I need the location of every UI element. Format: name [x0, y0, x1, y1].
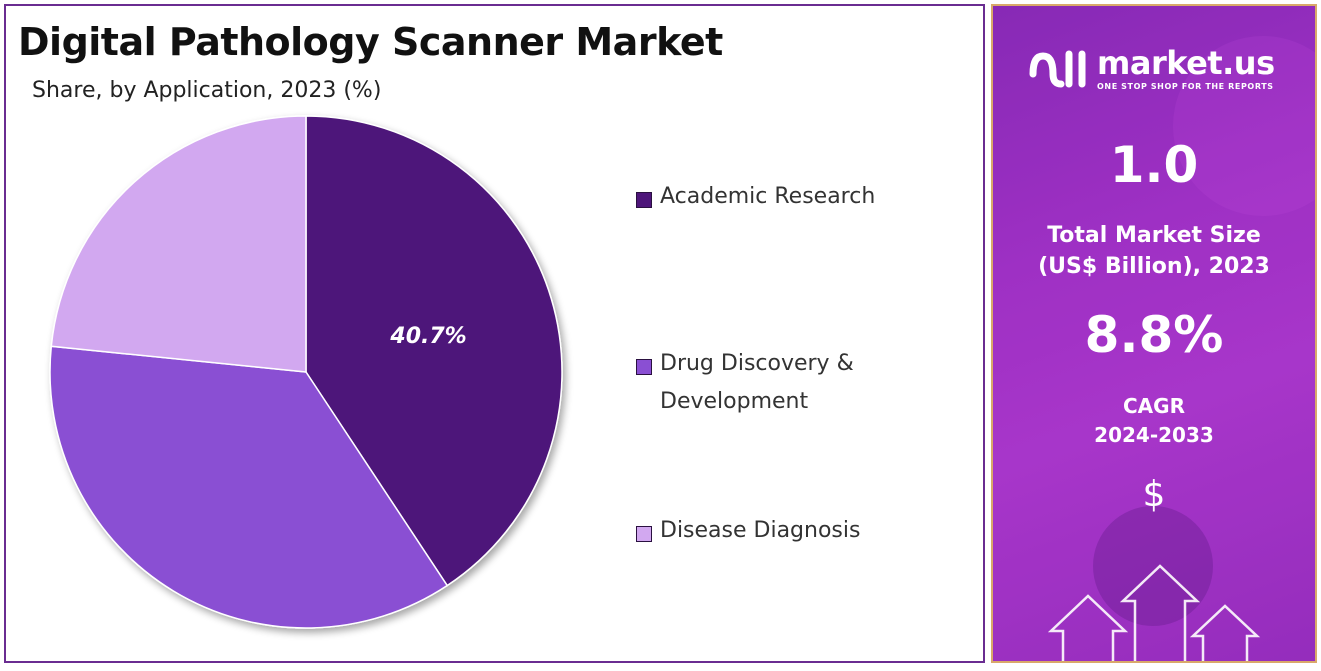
market-size-value: 1.0	[1109, 136, 1199, 194]
brand-tagline: ONE STOP SHOP FOR THE REPORTS	[1097, 81, 1274, 91]
legend-swatch	[636, 192, 652, 208]
dollar-icon: $	[1142, 474, 1166, 515]
chart-title: Digital Pathology Scanner Market	[18, 20, 723, 64]
market-us-logo-icon	[1029, 50, 1086, 88]
cagr-label-line2: 2024-2033	[1094, 423, 1214, 447]
cagr-value: 8.8%	[1084, 306, 1224, 364]
pie-slice-disease-diagnosis	[50, 115, 307, 373]
market-size-label-line1: Total Market Size	[1047, 223, 1261, 248]
chart-subtitle: Share, by Application, 2023 (%)	[32, 78, 382, 103]
pie-chart: 40.7%	[49, 115, 563, 629]
market-size-label-line2: (US$ Billion), 2023	[1038, 254, 1270, 279]
chart-panel: 40.7% Digital Pathology Scanner Market S…	[4, 4, 985, 663]
data-label: 40.7%	[389, 324, 466, 349]
legend-item-disease-diagnosis: Disease Diagnosis	[636, 518, 930, 550]
legend-swatch	[636, 526, 652, 542]
brand-name: market.us	[1097, 43, 1275, 82]
legend-item-academic-research: Academic Research	[636, 184, 930, 216]
legend-label: Drug Discovery & Development	[660, 351, 854, 414]
brand: market.us ONE STOP SHOP FOR THE REPORTS	[1027, 44, 1275, 94]
pie-slice-drug-discovery-development	[49, 345, 449, 629]
legend-swatch	[636, 359, 652, 375]
market-size-label: Total Market Size (US$ Billion), 2023	[993, 220, 1315, 282]
cagr-label: CAGR 2024-2033	[993, 392, 1315, 450]
legend-label: Disease Diagnosis	[660, 518, 861, 543]
up-arrow-icon	[1047, 564, 1261, 661]
cagr-label-line1: CAGR	[1123, 394, 1185, 418]
brand-text: market.us ONE STOP SHOP FOR THE REPORTS	[1097, 43, 1275, 91]
market-summary-panel: market.us ONE STOP SHOP FOR THE REPORTS …	[991, 4, 1317, 663]
legend-item-drug-discovery: Drug Discovery & Development	[636, 351, 930, 421]
legend-label: Academic Research	[660, 184, 876, 209]
background-decoration	[993, 6, 1315, 661]
